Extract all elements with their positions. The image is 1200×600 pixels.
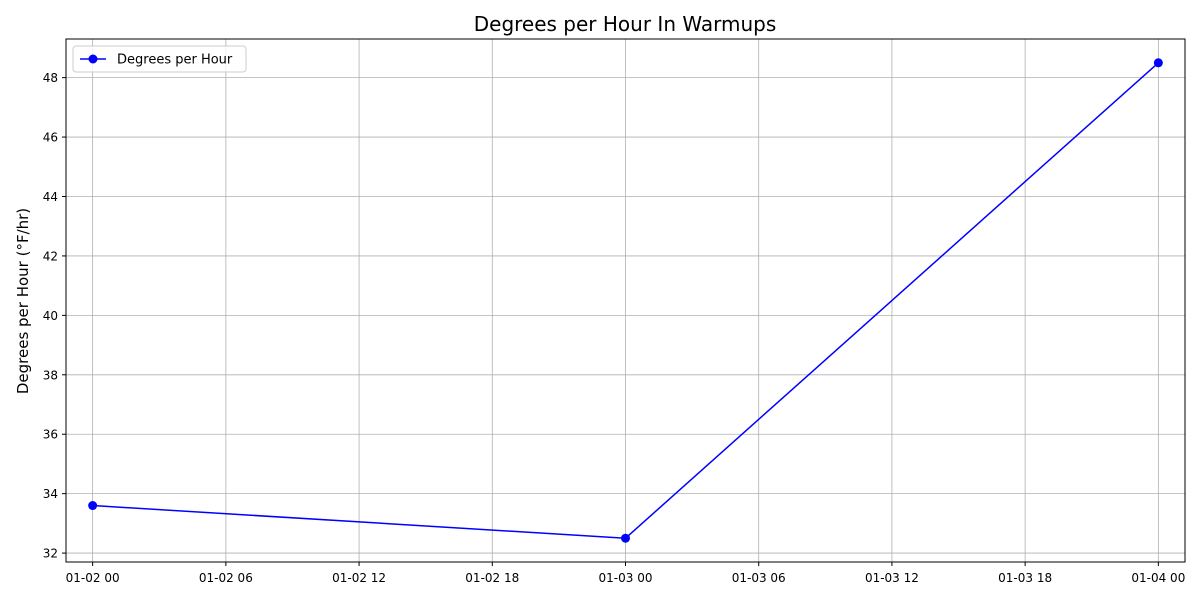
legend-dot-marker — [88, 54, 98, 64]
legend-box — [72, 45, 247, 73]
data-point-0-2 — [1153, 58, 1163, 68]
plot-frame — [65, 38, 1186, 563]
y-tick-label-8: 48 — [43, 71, 58, 85]
grid-lines — [66, 39, 1185, 562]
x-tick-label-5: 01-03 06 — [732, 571, 786, 585]
x-tick-label-8: 01-04 00 — [1131, 571, 1185, 585]
y-tick-label-0: 32 — [43, 547, 58, 561]
y-tick-label-2: 36 — [43, 428, 58, 442]
chart-title: Degrees per Hour In Warmups — [474, 12, 777, 36]
legend: Degrees per Hour — [72, 45, 247, 73]
y-axis-label: Degrees per Hour (°F/hr) — [14, 208, 32, 394]
legend-label: Degrees per Hour — [117, 53, 233, 68]
y-tick-label-4: 40 — [43, 309, 58, 323]
x-tick-label-6: 01-03 12 — [865, 571, 919, 585]
y-tick-label-3: 38 — [43, 368, 58, 382]
axis-ticks: 01-02 00 01-02 06 01-02 12 01-02 18 01-03 00… — [43, 71, 1186, 585]
series-layer — [88, 58, 1163, 543]
data-point-0-0 — [88, 501, 98, 511]
x-tick-label-4: 01-03 00 — [599, 571, 653, 585]
data-point-0-1 — [621, 533, 630, 543]
y-tick-label-7: 46 — [43, 131, 58, 145]
x-tick-label-0: 01-02 00 — [66, 571, 120, 585]
x-tick-label-3: 01-02 18 — [465, 571, 519, 585]
y-tick-label-1: 34 — [43, 487, 58, 501]
x-tick-label-7: 01-03 18 — [998, 571, 1052, 585]
x-tick-label-2: 01-02 12 — [332, 571, 386, 585]
x-tick-label-1: 01-02 06 — [199, 571, 253, 585]
y-tick-label-6: 44 — [43, 190, 58, 204]
y-tick-label-5: 42 — [43, 249, 58, 263]
